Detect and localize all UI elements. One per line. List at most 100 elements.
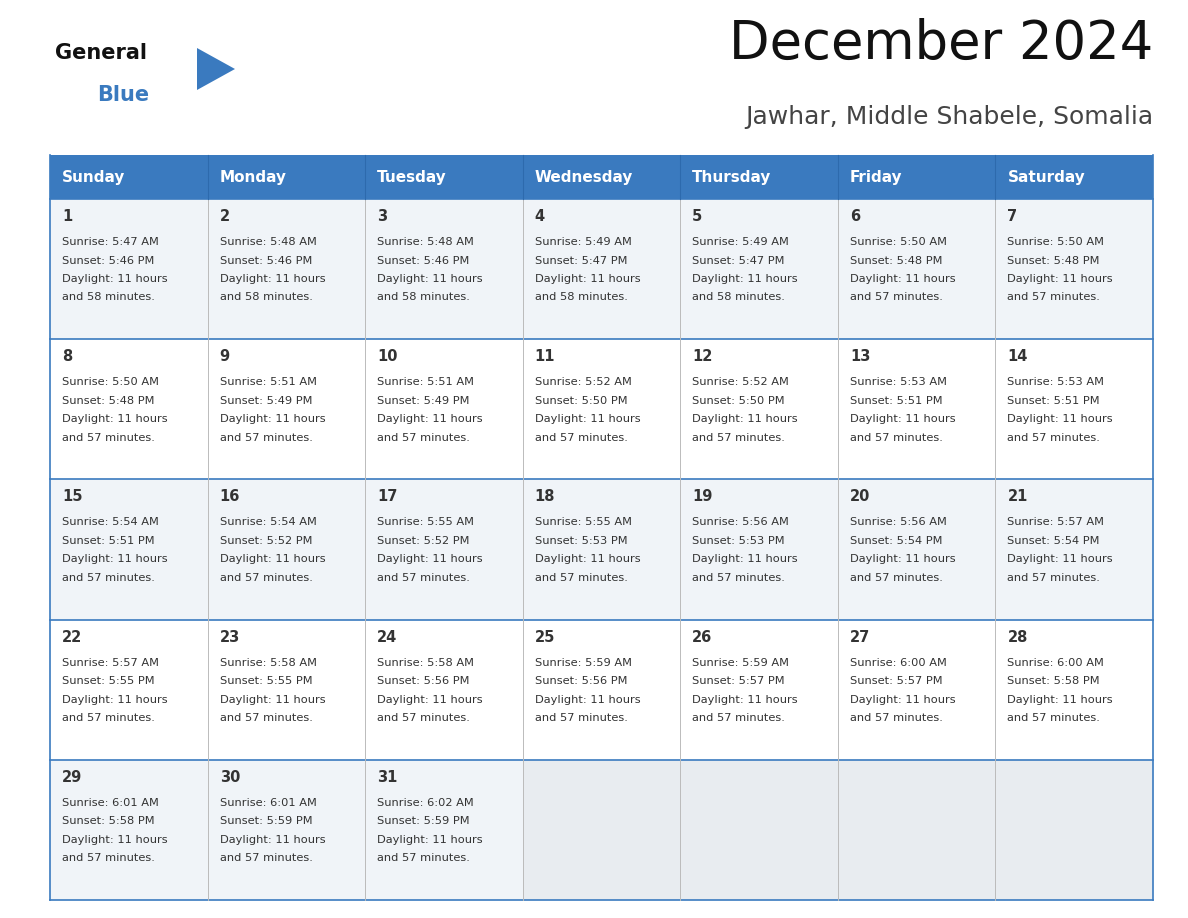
- Text: and 57 minutes.: and 57 minutes.: [62, 713, 154, 723]
- Text: Daylight: 11 hours: Daylight: 11 hours: [1007, 554, 1113, 565]
- Text: 4: 4: [535, 209, 545, 224]
- Text: Sunrise: 5:49 AM: Sunrise: 5:49 AM: [693, 237, 789, 247]
- Text: 2: 2: [220, 209, 229, 224]
- Bar: [208, 479, 365, 620]
- Text: and 57 minutes.: and 57 minutes.: [62, 432, 154, 442]
- Text: Sunrise: 6:01 AM: Sunrise: 6:01 AM: [220, 798, 316, 808]
- Bar: [681, 339, 838, 479]
- Text: Daylight: 11 hours: Daylight: 11 hours: [849, 414, 955, 424]
- Text: 26: 26: [693, 630, 713, 644]
- Text: 19: 19: [693, 489, 713, 504]
- Text: Sunset: 5:58 PM: Sunset: 5:58 PM: [62, 816, 154, 826]
- Text: and 57 minutes.: and 57 minutes.: [849, 432, 943, 442]
- Text: and 57 minutes.: and 57 minutes.: [377, 854, 470, 863]
- Text: Daylight: 11 hours: Daylight: 11 hours: [535, 414, 640, 424]
- Text: and 57 minutes.: and 57 minutes.: [1007, 432, 1100, 442]
- Text: 29: 29: [62, 770, 82, 785]
- Bar: [681, 620, 838, 760]
- Text: Sunrise: 5:49 AM: Sunrise: 5:49 AM: [535, 237, 632, 247]
- Text: Sunset: 5:56 PM: Sunset: 5:56 PM: [377, 676, 469, 686]
- Text: 7: 7: [1007, 209, 1018, 224]
- Text: 23: 23: [220, 630, 240, 644]
- Text: Sunrise: 6:02 AM: Sunrise: 6:02 AM: [377, 798, 474, 808]
- Text: Daylight: 11 hours: Daylight: 11 hours: [220, 274, 326, 284]
- Text: Sunset: 5:51 PM: Sunset: 5:51 PM: [62, 536, 154, 546]
- Text: and 58 minutes.: and 58 minutes.: [377, 293, 470, 303]
- Text: 27: 27: [849, 630, 870, 644]
- Text: Daylight: 11 hours: Daylight: 11 hours: [849, 274, 955, 284]
- Text: Daylight: 11 hours: Daylight: 11 hours: [693, 695, 798, 705]
- Bar: [208, 199, 365, 339]
- Text: Sunset: 5:59 PM: Sunset: 5:59 PM: [377, 816, 469, 826]
- Text: 15: 15: [62, 489, 82, 504]
- Text: Sunrise: 5:57 AM: Sunrise: 5:57 AM: [1007, 518, 1105, 528]
- Polygon shape: [197, 48, 235, 90]
- Text: Sunrise: 5:59 AM: Sunrise: 5:59 AM: [535, 657, 632, 667]
- Text: and 57 minutes.: and 57 minutes.: [220, 854, 312, 863]
- Text: Daylight: 11 hours: Daylight: 11 hours: [535, 554, 640, 565]
- Text: Sunrise: 5:58 AM: Sunrise: 5:58 AM: [377, 657, 474, 667]
- Text: Sunset: 5:46 PM: Sunset: 5:46 PM: [62, 255, 154, 265]
- Text: Sunset: 5:48 PM: Sunset: 5:48 PM: [849, 255, 942, 265]
- Bar: [50, 479, 208, 620]
- Text: Sunrise: 6:00 AM: Sunrise: 6:00 AM: [849, 657, 947, 667]
- Text: Sunset: 5:46 PM: Sunset: 5:46 PM: [377, 255, 469, 265]
- Text: Daylight: 11 hours: Daylight: 11 hours: [220, 695, 326, 705]
- Bar: [365, 479, 523, 620]
- Text: Sunrise: 5:50 AM: Sunrise: 5:50 AM: [1007, 237, 1105, 247]
- Text: Daylight: 11 hours: Daylight: 11 hours: [377, 834, 482, 845]
- Text: and 57 minutes.: and 57 minutes.: [693, 713, 785, 723]
- Text: and 57 minutes.: and 57 minutes.: [220, 432, 312, 442]
- Text: Daylight: 11 hours: Daylight: 11 hours: [693, 414, 798, 424]
- Text: Sunset: 5:47 PM: Sunset: 5:47 PM: [535, 255, 627, 265]
- Text: and 57 minutes.: and 57 minutes.: [849, 293, 943, 303]
- Text: Thursday: Thursday: [693, 170, 772, 185]
- Bar: [838, 199, 996, 339]
- Bar: [838, 620, 996, 760]
- Text: 18: 18: [535, 489, 555, 504]
- Text: and 58 minutes.: and 58 minutes.: [62, 293, 154, 303]
- Text: 17: 17: [377, 489, 398, 504]
- Text: Sunset: 5:52 PM: Sunset: 5:52 PM: [377, 536, 469, 546]
- Bar: [838, 339, 996, 479]
- Text: 12: 12: [693, 349, 713, 364]
- Bar: [996, 339, 1154, 479]
- Text: 14: 14: [1007, 349, 1028, 364]
- Text: and 57 minutes.: and 57 minutes.: [849, 713, 943, 723]
- Text: Jawhar, Middle Shabele, Somalia: Jawhar, Middle Shabele, Somalia: [745, 105, 1154, 129]
- Bar: [996, 199, 1154, 339]
- Text: and 57 minutes.: and 57 minutes.: [535, 713, 627, 723]
- Text: Daylight: 11 hours: Daylight: 11 hours: [849, 554, 955, 565]
- Text: Blue: Blue: [97, 85, 150, 105]
- Bar: [523, 760, 681, 900]
- Text: and 57 minutes.: and 57 minutes.: [1007, 573, 1100, 583]
- Text: Sunset: 5:51 PM: Sunset: 5:51 PM: [849, 396, 942, 406]
- Text: 8: 8: [62, 349, 72, 364]
- Text: 6: 6: [849, 209, 860, 224]
- Text: 20: 20: [849, 489, 871, 504]
- Text: Daylight: 11 hours: Daylight: 11 hours: [849, 695, 955, 705]
- Text: and 57 minutes.: and 57 minutes.: [535, 432, 627, 442]
- Text: Daylight: 11 hours: Daylight: 11 hours: [535, 695, 640, 705]
- Text: Sunset: 5:48 PM: Sunset: 5:48 PM: [1007, 255, 1100, 265]
- Text: Sunset: 5:59 PM: Sunset: 5:59 PM: [220, 816, 312, 826]
- Text: Daylight: 11 hours: Daylight: 11 hours: [377, 414, 482, 424]
- Text: Daylight: 11 hours: Daylight: 11 hours: [62, 834, 168, 845]
- Text: Daylight: 11 hours: Daylight: 11 hours: [535, 274, 640, 284]
- Text: Sunrise: 5:56 AM: Sunrise: 5:56 AM: [693, 518, 789, 528]
- Text: 10: 10: [377, 349, 398, 364]
- Text: Sunrise: 5:54 AM: Sunrise: 5:54 AM: [220, 518, 316, 528]
- Text: Sunset: 5:55 PM: Sunset: 5:55 PM: [220, 676, 312, 686]
- Text: Sunrise: 5:53 AM: Sunrise: 5:53 AM: [1007, 377, 1105, 387]
- Text: Sunset: 5:46 PM: Sunset: 5:46 PM: [220, 255, 312, 265]
- Bar: [208, 339, 365, 479]
- Text: Daylight: 11 hours: Daylight: 11 hours: [220, 414, 326, 424]
- Text: Sunset: 5:49 PM: Sunset: 5:49 PM: [220, 396, 312, 406]
- Text: and 57 minutes.: and 57 minutes.: [1007, 293, 1100, 303]
- Text: and 57 minutes.: and 57 minutes.: [1007, 713, 1100, 723]
- Text: Sunset: 5:54 PM: Sunset: 5:54 PM: [1007, 536, 1100, 546]
- Text: Sunday: Sunday: [62, 170, 126, 185]
- Text: and 57 minutes.: and 57 minutes.: [377, 432, 470, 442]
- Text: Daylight: 11 hours: Daylight: 11 hours: [693, 554, 798, 565]
- Bar: [523, 199, 681, 339]
